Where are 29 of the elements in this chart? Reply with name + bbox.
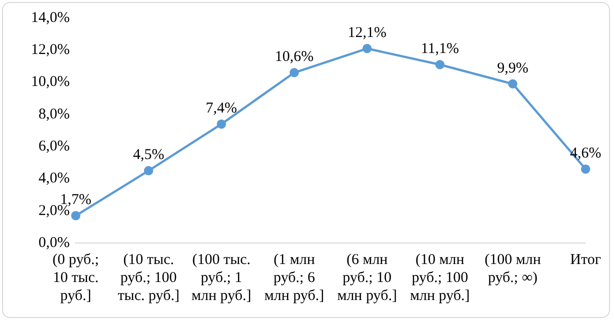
point bbox=[216, 119, 226, 129]
data-label: 7,4% bbox=[206, 100, 238, 117]
data-label: 11,1% bbox=[420, 41, 460, 58]
x-tick-label: (6 млн руб.; 10 млн руб.] bbox=[337, 252, 397, 304]
x-tick-label: (10 млн руб.; 100 млн руб.] bbox=[410, 252, 470, 304]
point bbox=[435, 60, 445, 70]
x-tick-label: (100 тыс. руб.; 1 млн руб.] bbox=[192, 252, 252, 304]
y-tick-label: 10,0% bbox=[30, 74, 70, 90]
y-tick-label: 8,0% bbox=[38, 106, 70, 122]
x-tick-label: (10 тыс. руб.; 100 тыс. руб.] bbox=[118, 252, 180, 304]
point bbox=[71, 211, 80, 220]
y-tick-label: 12,0% bbox=[30, 42, 70, 58]
data-label: 12,1% bbox=[348, 24, 386, 41]
data-label: 10,6% bbox=[274, 49, 314, 66]
point bbox=[580, 164, 590, 174]
y-tick-label: 4,0% bbox=[38, 170, 70, 187]
y-tick-label: 14,0% bbox=[30, 10, 70, 26]
point bbox=[144, 166, 154, 176]
x-tick-label: Итог bbox=[570, 252, 601, 268]
x-tick-label: (100 млн руб.; ∞) bbox=[484, 252, 541, 286]
y-tick-label: 0,0% bbox=[38, 234, 70, 251]
y-tick-label: 6,0% bbox=[38, 138, 70, 155]
x-tick-label: (0 руб.; 10 тыс. руб.] bbox=[52, 252, 99, 304]
data-label: 4,5% bbox=[132, 147, 164, 164]
point bbox=[290, 68, 299, 78]
point bbox=[508, 79, 518, 89]
data-label: 9,9% bbox=[497, 60, 528, 76]
x-tick-label: (1 млн руб.; 6 млн руб.] bbox=[264, 252, 324, 304]
point bbox=[362, 44, 372, 54]
